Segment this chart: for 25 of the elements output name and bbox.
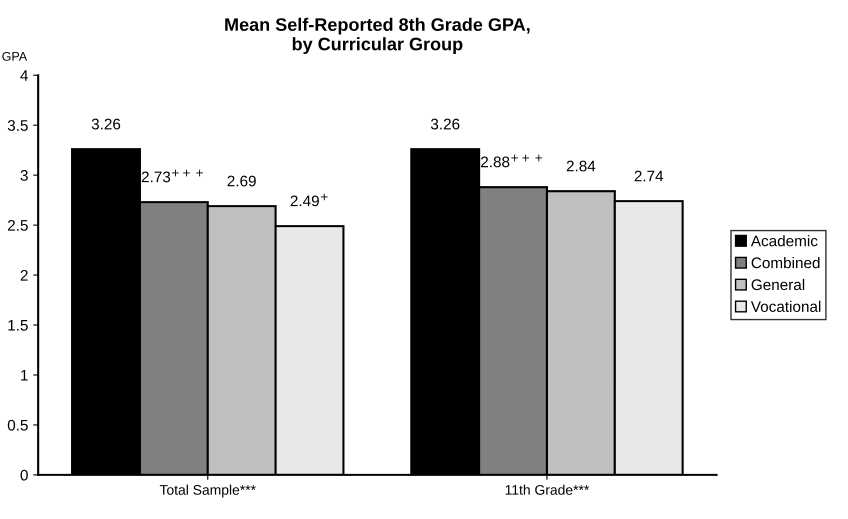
legend-label: Combined bbox=[752, 257, 820, 268]
chart-title: Mean Self-Reported 8th Grade GPA, by Curricular Group bbox=[225, 18, 530, 54]
y-tick-label: 2.5 bbox=[8, 220, 28, 231]
data-label: 2.49$^{+}$ bbox=[290, 194, 328, 206]
data-label: 2.73$^{+++}$ bbox=[142, 170, 203, 182]
y-tick-label: 4 bbox=[20, 70, 28, 81]
x-tick-label: 11th Grade*** bbox=[506, 484, 590, 495]
y-tick-label: 2 bbox=[20, 270, 28, 281]
data-label: 2.69 bbox=[228, 176, 256, 186]
x-tick-label: Total Sample*** bbox=[160, 484, 256, 498]
y-tick-label: 0.5 bbox=[8, 420, 28, 431]
data-label: 3.26 bbox=[430, 118, 460, 130]
y-tick-label: 3 bbox=[20, 170, 28, 181]
data-label: 2.74 bbox=[634, 170, 664, 182]
y-tick-label: 1 bbox=[21, 370, 28, 381]
legend-label: General bbox=[752, 278, 804, 290]
legend-label: Academic bbox=[750, 235, 818, 246]
data-label: 3.26 bbox=[92, 118, 120, 130]
y-tick-label: 3.5 bbox=[8, 120, 28, 131]
y-axis-title: GPA bbox=[2, 52, 28, 61]
data-label: 2.84 bbox=[566, 160, 596, 172]
y-tick-label: 1.5 bbox=[8, 320, 28, 331]
data-label: 2.88$^{+++}$ bbox=[481, 154, 542, 168]
y-tick-label: 0 bbox=[20, 470, 28, 481]
legend-label: Vocational bbox=[750, 300, 820, 312]
